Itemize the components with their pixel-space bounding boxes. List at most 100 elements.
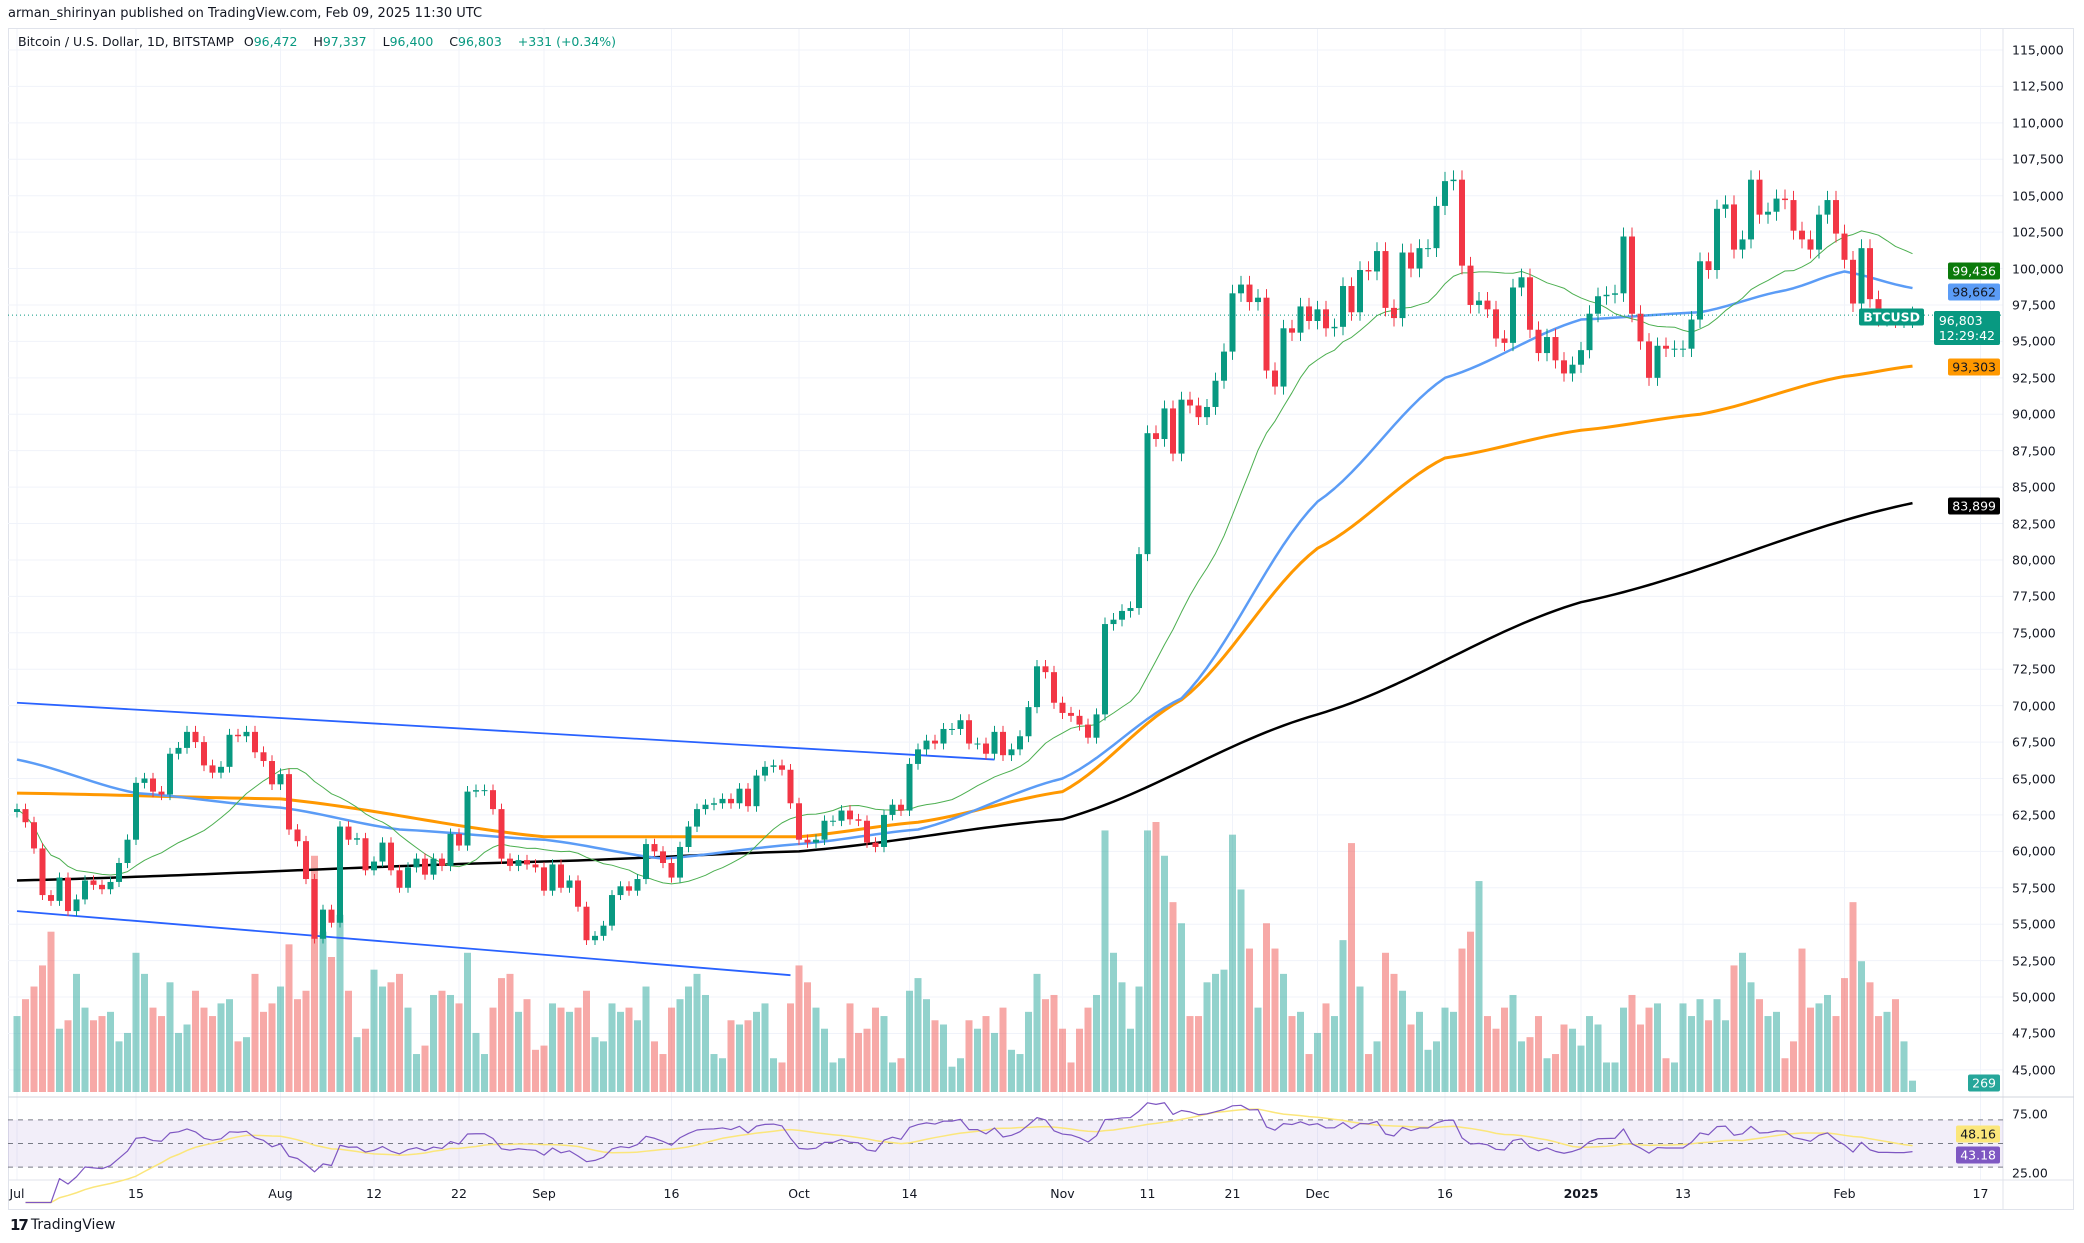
symbol-title[interactable]: Bitcoin / U.S. Dollar, 1D, BITSTAMP xyxy=(18,34,234,49)
candle-body xyxy=(1272,370,1278,387)
candle-body xyxy=(141,778,148,783)
candle-body xyxy=(1289,328,1295,333)
volume-bar xyxy=(1186,1016,1194,1092)
date-axis-label: Nov xyxy=(1050,1186,1075,1201)
volume-badge: 269 xyxy=(1968,1074,2000,1092)
candle-body xyxy=(600,925,607,936)
volume-bar xyxy=(1229,834,1236,1092)
date-axis-label: Dec xyxy=(1305,1186,1330,1201)
volume-bar xyxy=(957,1058,964,1092)
volume-bar xyxy=(1807,1007,1814,1092)
volume-bar xyxy=(285,944,293,1092)
volume-bar xyxy=(200,1007,208,1092)
volume-bar xyxy=(56,1028,63,1092)
volume-bar xyxy=(744,1020,752,1092)
candle-body xyxy=(1212,380,1219,407)
volume-bar xyxy=(22,999,29,1092)
candle-body xyxy=(1221,351,1227,381)
volume-bar xyxy=(1305,1054,1313,1092)
candle-body xyxy=(158,791,165,795)
volume-bar xyxy=(1246,948,1253,1092)
candle-body xyxy=(872,842,879,847)
volume-bar xyxy=(1586,1016,1593,1092)
volume-bar xyxy=(1356,986,1364,1092)
candle-body xyxy=(1425,248,1431,250)
volume-bar xyxy=(447,994,454,1092)
candle-body xyxy=(1059,702,1066,713)
candle-body xyxy=(1637,313,1644,342)
volume-bar xyxy=(1373,1041,1381,1092)
date-axis-label: 2025 xyxy=(1563,1186,1599,1201)
volume-bar xyxy=(430,994,437,1092)
candle-body xyxy=(1017,736,1023,750)
candle-body xyxy=(209,765,216,773)
price-axis-label: 112,500 xyxy=(2012,78,2064,94)
volume-bar xyxy=(1781,1058,1789,1092)
volume-bar xyxy=(1790,1041,1797,1092)
candle-body xyxy=(830,820,836,822)
channel-trendline xyxy=(16,910,791,977)
volume-bar xyxy=(642,986,650,1092)
candle-body xyxy=(311,879,318,939)
volume-bar xyxy=(1407,1024,1415,1092)
price-axis-label: 60,000 xyxy=(2012,843,2056,859)
candle-body xyxy=(1442,181,1448,206)
volume-bar xyxy=(1866,982,1874,1092)
volume-bar xyxy=(277,986,284,1092)
date-axis-label: 16 xyxy=(1437,1186,1453,1201)
volume-bar xyxy=(1543,1058,1551,1092)
tradingview-logo[interactable]: 17 TradingView xyxy=(10,1216,115,1234)
volume-bar xyxy=(175,1032,182,1092)
candle-body xyxy=(1357,270,1363,313)
volume-bar xyxy=(1671,1062,1678,1092)
price-axis-label: 80,000 xyxy=(2012,552,2056,568)
volume-bar xyxy=(1858,961,1865,1092)
volume-bar xyxy=(1875,1016,1882,1092)
date-axis-label: 16 xyxy=(663,1186,680,1201)
candle-body xyxy=(354,838,360,840)
volume-bar xyxy=(1144,830,1151,1092)
candle-body xyxy=(1195,405,1202,418)
candle-body xyxy=(1331,326,1338,329)
volume-bar xyxy=(319,931,327,1092)
volume-bar xyxy=(1518,1041,1525,1092)
rsi-axis-label: 25.00 xyxy=(2012,1165,2048,1181)
volume-bar xyxy=(608,1003,616,1092)
volume-bar xyxy=(1620,1007,1627,1092)
candle-body xyxy=(949,728,955,730)
candle-body xyxy=(90,880,97,885)
candle-body xyxy=(1229,293,1236,352)
candle-body xyxy=(490,790,496,810)
candle-body xyxy=(1799,230,1805,240)
candle-body xyxy=(660,851,666,864)
candle-body xyxy=(1391,307,1397,319)
candle-body xyxy=(107,881,114,890)
volume-bar xyxy=(362,1028,369,1092)
candle-body xyxy=(1552,337,1559,361)
volume-bar xyxy=(1679,1003,1687,1092)
candle-body xyxy=(524,860,530,865)
volume-bar xyxy=(1084,1007,1092,1092)
volume-bar xyxy=(1348,843,1355,1092)
volume-bar xyxy=(1883,1011,1891,1092)
volume-bar xyxy=(1688,1016,1695,1092)
volume-bar xyxy=(1195,1016,1202,1092)
candle-body xyxy=(583,906,590,941)
candle-body xyxy=(1399,252,1406,319)
candle-body xyxy=(1501,338,1508,343)
volume-bar xyxy=(1390,973,1398,1092)
candle-body xyxy=(481,790,488,792)
close-value: 96,803 xyxy=(458,34,502,49)
candle-body xyxy=(974,743,981,745)
candle-body xyxy=(770,765,777,767)
low-label: L xyxy=(382,34,390,49)
volume-bar xyxy=(549,1003,556,1092)
candle-body xyxy=(1663,345,1669,349)
candle-body xyxy=(983,743,989,754)
price-axis-label: 105,000 xyxy=(2012,188,2064,204)
price-axis-label: 97,500 xyxy=(2012,297,2056,313)
price-axis-label: 75,000 xyxy=(2012,625,2056,641)
date-axis-label: 14 xyxy=(901,1186,918,1201)
candle-body xyxy=(1314,309,1321,322)
